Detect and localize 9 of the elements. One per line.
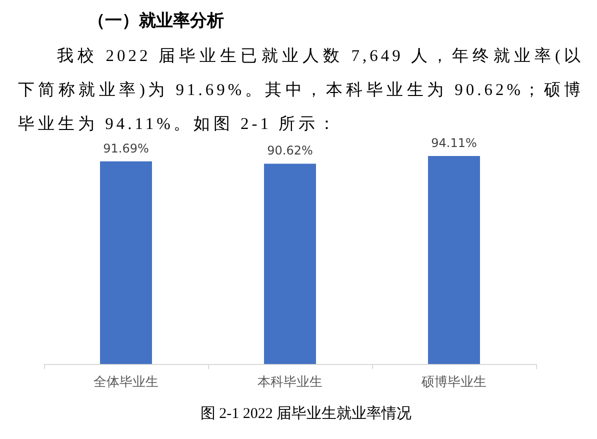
x-tick-label: 硕博毕业生 <box>420 375 486 390</box>
chart-title: （一）就业率分析 <box>88 10 224 33</box>
data-label: 94.11% <box>431 136 477 150</box>
data-label: 91.69% <box>103 141 149 156</box>
x-tick-label: 全体毕业生 <box>94 375 158 390</box>
data-label: 90.62% <box>267 144 313 158</box>
x-tick-label: 本科毕业生 <box>258 375 322 390</box>
chart-subtitle: 我校 2022 届毕业生已就业人数 7,649 人，年终就业率(以下简称就业率)为 91.69%。其中，本科毕业生为 90.62%；硕博毕业生为 94.11%。如图 2-1 所示： <box>18 46 584 133</box>
caption: 图 2-1 2022 届毕业生就业率情况 <box>200 405 412 422</box>
